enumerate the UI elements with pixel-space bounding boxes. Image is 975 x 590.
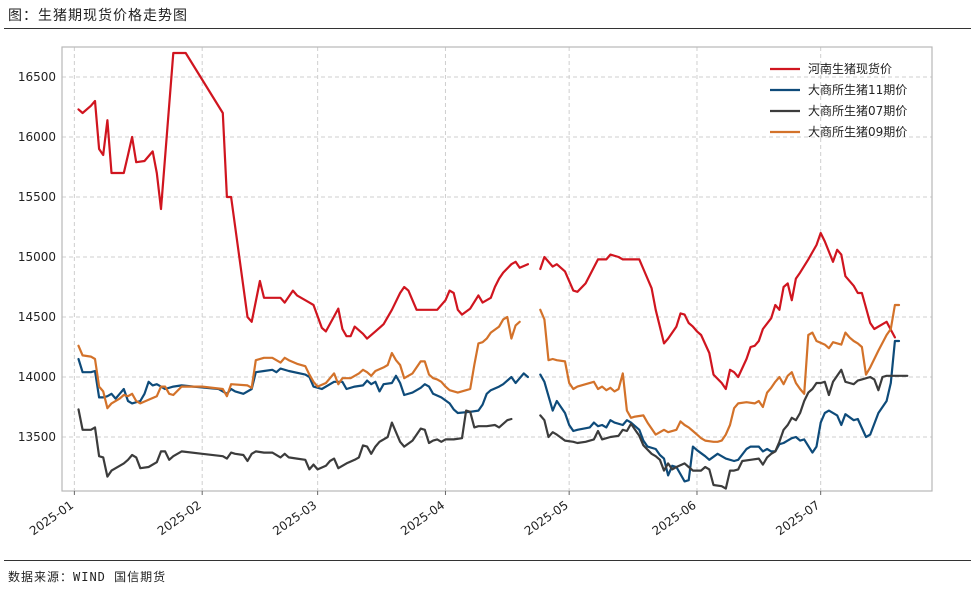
series-line-3-seg-1 [77,408,513,478]
x-tick-label: 2025-03 [270,498,319,538]
x-tick-label: 2025-02 [155,498,204,538]
series-line-1-seg-1 [77,51,530,340]
series-line-4-seg-2 [539,303,901,443]
series-line-1-seg-2 [539,231,897,391]
y-tick-label: 13500 [18,430,56,444]
series-line-2-seg-1 [77,357,530,415]
y-tick-label: 14000 [18,370,56,384]
legend-label: 大商所生猪09期价 [808,124,907,139]
legend-label: 河南生猪现货价 [808,61,892,76]
series-line-4-seg-1 [77,315,521,410]
legend-label: 大商所生猪11期价 [808,82,907,97]
series-line-3-seg-2 [539,368,909,490]
x-tick-label: 2025-04 [398,498,447,538]
top-rule [4,28,971,29]
y-axis: 13500 14000 14500 15000 15500 16000 16500 [18,70,56,444]
y-tick-label: 15000 [18,250,56,264]
series-line-2-seg-2 [539,339,901,483]
x-tick-label: 2025-05 [522,498,571,538]
x-tick-label: 2025-07 [773,498,822,538]
y-tick-label: 14500 [18,310,56,324]
series [77,51,909,490]
legend-label: 大商所生猪07期价 [808,103,907,118]
plot-frame [61,46,933,492]
y-tick-label: 15500 [18,190,56,204]
x-tick-label: 2025-01 [27,498,76,538]
x-tick-label: 2025-06 [650,498,699,538]
source-note: 数据来源：WIND 国信期货 [8,570,167,584]
y-tick-label: 16500 [18,70,56,84]
bottom-rule [4,560,971,561]
figure-title: 图：生猪期现货价格走势图 [8,8,188,24]
y-tick-label: 16000 [18,130,56,144]
x-axis: 2025-01 2025-02 2025-03 2025-04 2025-05 2025-… [27,491,822,538]
